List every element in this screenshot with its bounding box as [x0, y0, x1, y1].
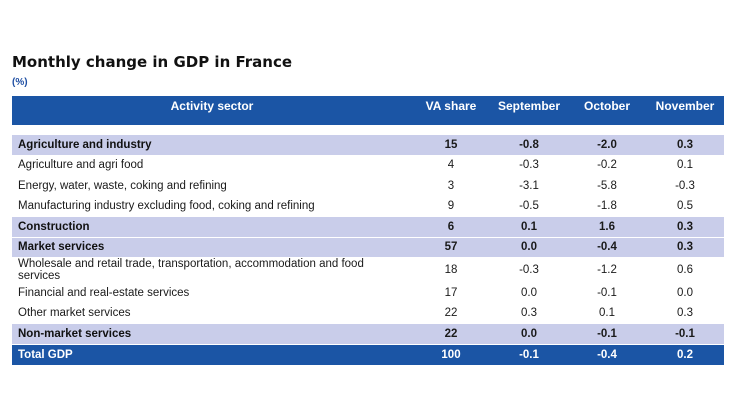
- september-value: -3.1: [490, 175, 568, 197]
- november-value: -0.3: [646, 175, 724, 197]
- october-value: -5.8: [568, 175, 646, 197]
- november-value: 0.3: [646, 134, 724, 156]
- september-value: 0.0: [490, 323, 568, 345]
- october-value: 1.6: [568, 216, 646, 238]
- table-row: Wholesale and retail trade, transportati…: [12, 257, 724, 283]
- table-group-row: Non-market services 22 0.0 -0.1 -0.1: [12, 323, 724, 345]
- september-value: 0.3: [490, 303, 568, 324]
- sector-label: Total GDP: [12, 344, 412, 366]
- october-value: -2.0: [568, 134, 646, 156]
- october-value: 0.1: [568, 303, 646, 324]
- november-value: 0.1: [646, 155, 724, 176]
- september-value: -0.3: [490, 155, 568, 176]
- va-share-value: 18: [412, 257, 490, 283]
- september-value: 0.1: [490, 216, 568, 238]
- va-share-value: 22: [412, 323, 490, 345]
- november-value: 0.3: [646, 216, 724, 238]
- sector-label: Wholesale and retail trade, transportati…: [12, 257, 412, 283]
- va-share-value: 9: [412, 196, 490, 217]
- november-value: 0.3: [646, 303, 724, 324]
- october-value: -0.1: [568, 282, 646, 304]
- september-value: -0.8: [490, 134, 568, 156]
- total-row: Total GDP 100 -0.1 -0.4 0.2: [12, 344, 724, 366]
- va-share-value: 57: [412, 237, 490, 258]
- sector-label: Other market services: [12, 303, 412, 324]
- table-row: Energy, water, waste, coking and refinin…: [12, 175, 724, 197]
- september-value: 0.0: [490, 237, 568, 258]
- table-row: Financial and real-estate services 17 0.0-…: [12, 282, 724, 304]
- va-share-value: 6: [412, 216, 490, 238]
- va-share-value: 15: [412, 134, 490, 156]
- november-value: 0.0: [646, 282, 724, 304]
- table-group-row: Market services 57 0.0 -0.4 0.3: [12, 237, 724, 258]
- sector-label: Agriculture and agri food: [12, 155, 412, 176]
- sector-label: Agriculture and industry: [12, 134, 412, 156]
- table-row: Manufacturing industry excluding food, c…: [12, 196, 724, 217]
- sector-label: Construction: [12, 216, 412, 238]
- november-value: 0.5: [646, 196, 724, 217]
- table-group-row: Construction 6 0.1 1.6 0.3: [12, 216, 724, 238]
- table-row: Agriculture and agri food 4 -0.3 -0.2 0.1: [12, 155, 724, 176]
- november-value: 0.3: [646, 237, 724, 258]
- va-share-value: 4: [412, 155, 490, 176]
- november-value: 0.6: [646, 257, 724, 283]
- page-title: Monthly change in GDP in France: [12, 53, 293, 71]
- header-va-share: VA share: [412, 96, 490, 125]
- october-value: -0.1: [568, 323, 646, 345]
- table-header-row: Activity sector VA share September Octob…: [12, 96, 724, 125]
- september-value: -0.5: [490, 196, 568, 217]
- va-share-value: 100: [412, 344, 490, 366]
- sector-label: Energy, water, waste, coking and refinin…: [12, 175, 412, 197]
- october-value: -0.4: [568, 344, 646, 366]
- va-share-value: 17: [412, 282, 490, 304]
- unit-label: (%): [12, 77, 28, 88]
- september-value: -0.3: [490, 257, 568, 283]
- va-share-value: 3: [412, 175, 490, 197]
- september-value: 0.0: [490, 282, 568, 304]
- header-activity-sector: Activity sector: [12, 96, 412, 125]
- va-share-value: 22: [412, 303, 490, 324]
- table-row: Other market services 22 0.3 0.1 0.3: [12, 303, 724, 324]
- november-value: 0.2: [646, 344, 724, 366]
- header-november: November: [646, 96, 724, 125]
- gdp-table: Activity sector VA share September Octob…: [12, 96, 724, 366]
- november-value: -0.1: [646, 323, 724, 345]
- header-october: October: [568, 96, 646, 125]
- table-group-row: Agriculture and industry 15 -0.8 -2.0 0.3: [12, 134, 724, 156]
- september-value: -0.1: [490, 344, 568, 366]
- sector-label: Non-market services: [12, 323, 412, 345]
- header-september: September: [490, 96, 568, 125]
- sector-label: Financial and real-estate services: [12, 282, 412, 304]
- october-value: -1.8: [568, 196, 646, 217]
- sector-label: Manufacturing industry excluding food, c…: [12, 196, 412, 217]
- october-value: -0.2: [568, 155, 646, 176]
- sector-label: Market services: [12, 237, 412, 258]
- october-value: -0.4: [568, 237, 646, 258]
- october-value: -1.2: [568, 257, 646, 283]
